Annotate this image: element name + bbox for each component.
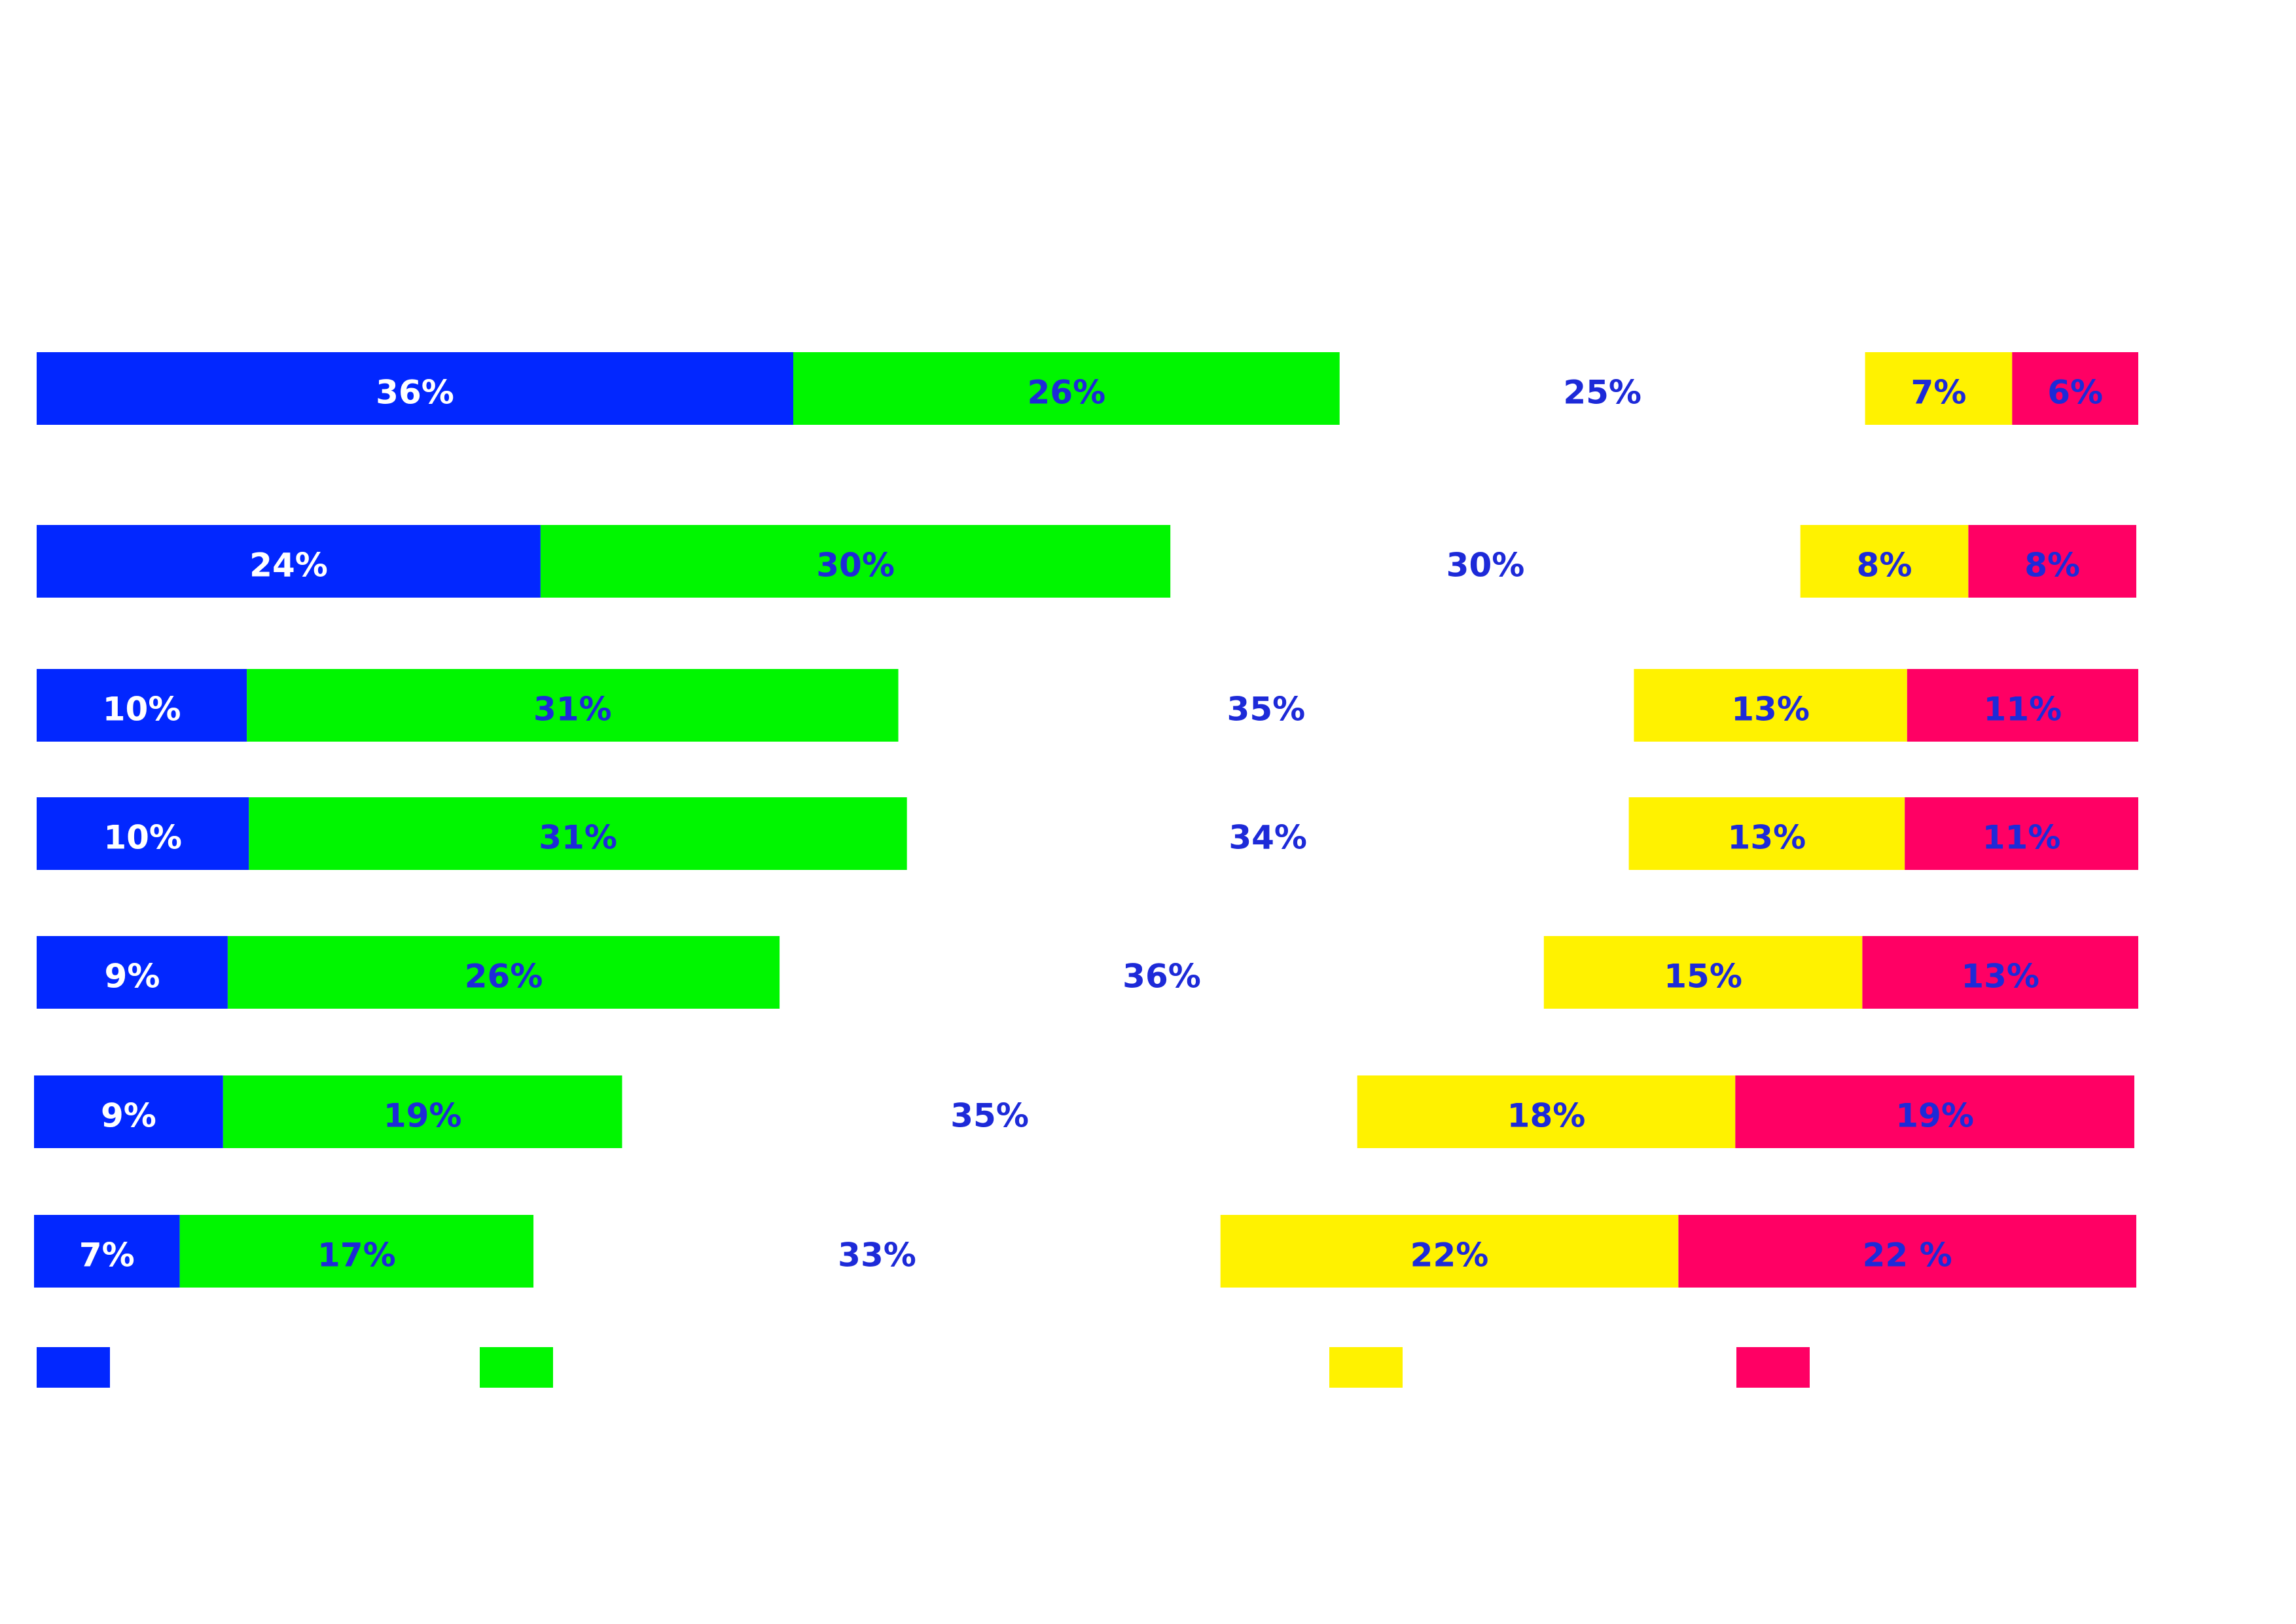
bar-segment-row2-series4 <box>1800 525 1969 598</box>
legend-swatch-series4 <box>1329 1347 1403 1388</box>
data-label-row6-series1: 9% <box>101 1097 156 1135</box>
data-label-row6-series4: 18% <box>1507 1097 1586 1135</box>
data-label-row4-series2: 31% <box>539 819 617 857</box>
data-label-row3-series2: 31% <box>533 691 612 729</box>
data-label-row3-series3: 35% <box>1227 691 1306 729</box>
bar-segment-row6-series2 <box>223 1075 622 1148</box>
data-label-row6-series2: 19% <box>384 1097 462 1135</box>
data-label-row7-series2: 17% <box>317 1236 396 1274</box>
data-label-row1-series1: 36% <box>376 374 454 412</box>
bar-segment-row2-series1 <box>37 525 541 598</box>
bar-segment-row4-series1 <box>37 797 249 870</box>
legend-swatch-series1 <box>37 1347 110 1388</box>
data-label-row4-series5: 11% <box>1982 819 2061 857</box>
bar-segment-row3-series1 <box>37 669 247 742</box>
data-label-row7-series5: 22 % <box>1863 1236 1952 1274</box>
data-label-row2-series4: 8% <box>1857 547 1912 585</box>
bar-segment-row3-series2 <box>247 669 899 742</box>
data-label-row1-series4: 7% <box>1911 374 1967 412</box>
data-label-row2-series3: 30% <box>1446 547 1525 585</box>
legend-swatch-series5 <box>1736 1347 1810 1388</box>
bar-segment-row3-series3 <box>898 669 1634 742</box>
legend-swatch-series2 <box>480 1347 553 1388</box>
bar-segment-row2-series3 <box>1170 525 1801 598</box>
bar-segment-row4-series4 <box>1628 797 1905 870</box>
bar-segment-row3-series4 <box>1634 669 1907 742</box>
bar-segment-row1-series2 <box>793 352 1340 425</box>
bar-segment-row4-series2 <box>249 797 907 870</box>
bar-segment-row5-series3 <box>780 936 1544 1009</box>
data-label-row7-series1: 7% <box>79 1236 135 1274</box>
data-label-row6-series5: 19% <box>1895 1097 1974 1135</box>
bar-segment-row5-series4 <box>1543 936 1863 1009</box>
data-label-row5-series4: 15% <box>1664 958 1742 996</box>
bar-segment-row1-series3 <box>1339 352 1865 425</box>
bar-segment-row2-series2 <box>540 525 1171 598</box>
data-label-row6-series3: 35% <box>950 1097 1029 1135</box>
data-label-row2-series5: 8% <box>2024 547 2080 585</box>
bar-segment-row6-series5 <box>1735 1075 2134 1148</box>
bar-segment-row4-series5 <box>1905 797 2138 870</box>
bar-segment-row1-series5 <box>2012 352 2138 425</box>
data-label-row5-series2: 26% <box>465 958 543 996</box>
bar-segment-row5-series1 <box>37 936 228 1009</box>
bar-segment-row4-series3 <box>906 797 1629 870</box>
bar-segment-row2-series5 <box>1968 525 2136 598</box>
data-label-row1-series2: 26% <box>1028 374 1106 412</box>
data-label-row5-series5: 13% <box>1961 958 2039 996</box>
data-label-row7-series4: 22% <box>1410 1236 1489 1274</box>
data-label-row3-series5: 11% <box>1984 691 2062 729</box>
data-label-row1-series3: 25% <box>1563 374 1641 412</box>
bar-segment-row7-series3 <box>533 1215 1221 1288</box>
bar-segment-row5-series5 <box>1862 936 2138 1009</box>
bar-segment-row5-series2 <box>227 936 780 1009</box>
data-label-row2-series2: 30% <box>816 547 895 585</box>
bar-segment-row6-series3 <box>622 1075 1357 1148</box>
bar-segment-row7-series5 <box>1678 1215 2136 1288</box>
bar-segment-row1-series1 <box>37 352 793 425</box>
bar-segment-row6-series1 <box>34 1075 223 1148</box>
data-label-row5-series3: 36% <box>1122 958 1201 996</box>
data-label-row4-series3: 34% <box>1229 819 1307 857</box>
data-label-row3-series1: 10% <box>103 691 181 729</box>
data-label-row7-series3: 33% <box>838 1236 916 1274</box>
bar-segment-row7-series2 <box>179 1215 534 1288</box>
bar-segment-row7-series1 <box>34 1215 180 1288</box>
bars-group <box>34 352 2138 1288</box>
legend <box>37 1347 1810 1388</box>
data-label-row2-series1: 24% <box>249 547 328 585</box>
bar-segment-row7-series4 <box>1220 1215 1679 1288</box>
data-label-row1-series5: 6% <box>2047 374 2103 412</box>
data-label-row3-series4: 13% <box>1731 691 1810 729</box>
bar-segment-row1-series4 <box>1865 352 2013 425</box>
data-label-row4-series1: 10% <box>103 819 182 857</box>
data-label-row5-series1: 9% <box>105 958 160 996</box>
data-label-row4-series4: 13% <box>1728 819 1806 857</box>
bar-segment-row6-series4 <box>1357 1075 1736 1148</box>
data-labels-group: 36% 26% 25% 7% 6% 24% 30% 30% 8% 8% 10% 31% 35% 13% 11… <box>79 374 2103 1274</box>
bar-segment-row3-series5 <box>1907 669 2138 742</box>
